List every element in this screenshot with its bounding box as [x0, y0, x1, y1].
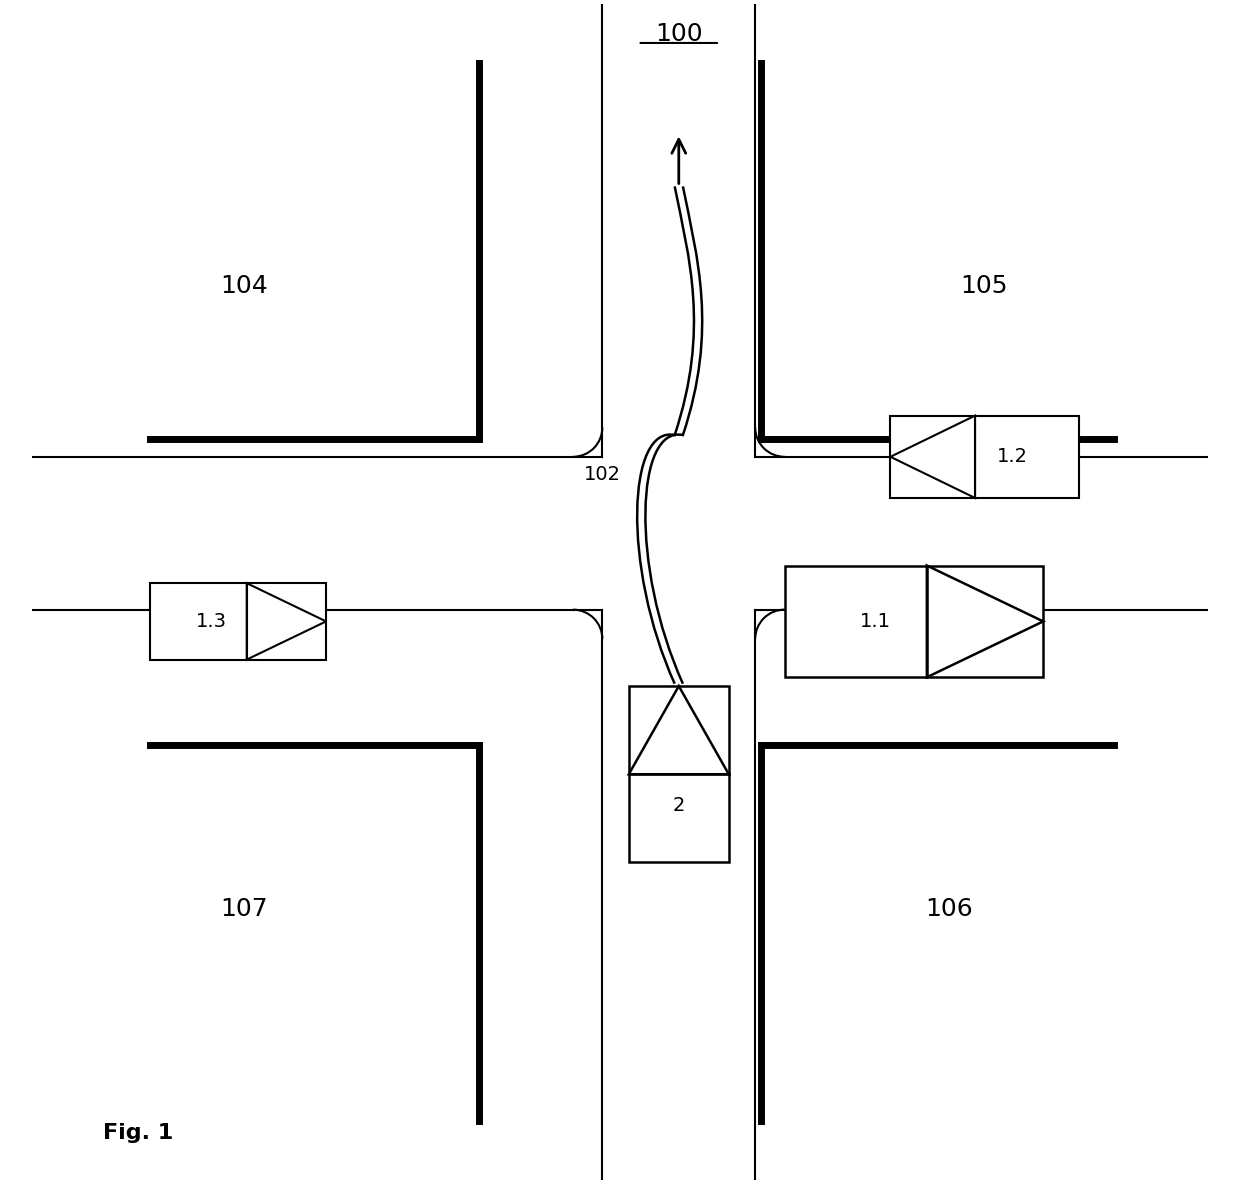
Text: 106: 106	[925, 897, 973, 921]
Bar	[629, 686, 729, 862]
Polygon shape	[926, 566, 1043, 677]
Polygon shape	[890, 416, 975, 498]
Bar	[890, 416, 1079, 498]
Bar	[785, 566, 1043, 677]
Text: 1.2: 1.2	[997, 448, 1028, 466]
Text: 104: 104	[219, 275, 268, 298]
Text: 102: 102	[584, 465, 621, 484]
Text: 2: 2	[672, 797, 684, 816]
Text: 100: 100	[655, 21, 703, 45]
Polygon shape	[247, 584, 326, 659]
Polygon shape	[629, 686, 729, 774]
Text: Fig. 1: Fig. 1	[103, 1122, 172, 1143]
Text: 105: 105	[961, 275, 1008, 298]
Text: 1.1: 1.1	[859, 612, 890, 631]
Bar	[150, 584, 326, 659]
Text: 1.3: 1.3	[196, 612, 227, 631]
Text: 107: 107	[219, 897, 268, 921]
